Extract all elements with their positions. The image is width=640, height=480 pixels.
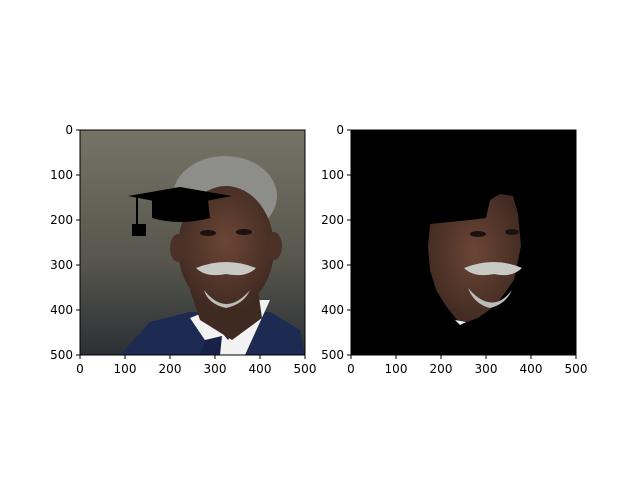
x-tick-label: 100 [114,362,137,376]
y-tick-label: 0 [336,123,344,137]
y-tick-label: 200 [50,213,73,227]
x-tick-label: 400 [249,362,272,376]
x-tick-label: 500 [565,362,588,376]
x-tick-label: 0 [347,362,355,376]
y-tick-label: 300 [321,258,344,272]
x-tick-label: 200 [430,362,453,376]
face-cutout-image [351,130,576,355]
y-tick-label: 100 [50,168,73,182]
x-tick-label: 500 [294,362,317,376]
y-tick-label: 100 [321,168,344,182]
y-tick-label: 500 [50,348,73,362]
x-tick-label: 0 [76,362,84,376]
y-tick-label: 400 [50,303,73,317]
x-tick-label: 200 [159,362,182,376]
x-tick-label: 300 [475,362,498,376]
y-tick-label: 500 [321,348,344,362]
x-tick-label: 400 [520,362,543,376]
y-tick-label: 200 [321,213,344,227]
graduation-cap-icon [128,187,232,236]
portrait-image [80,130,305,355]
y-tick-label: 0 [65,123,73,137]
x-tick-label: 300 [204,362,227,376]
y-tick-label: 300 [50,258,73,272]
face-cutout [428,194,522,325]
y-tick-label: 400 [321,303,344,317]
x-tick-label: 100 [385,362,408,376]
